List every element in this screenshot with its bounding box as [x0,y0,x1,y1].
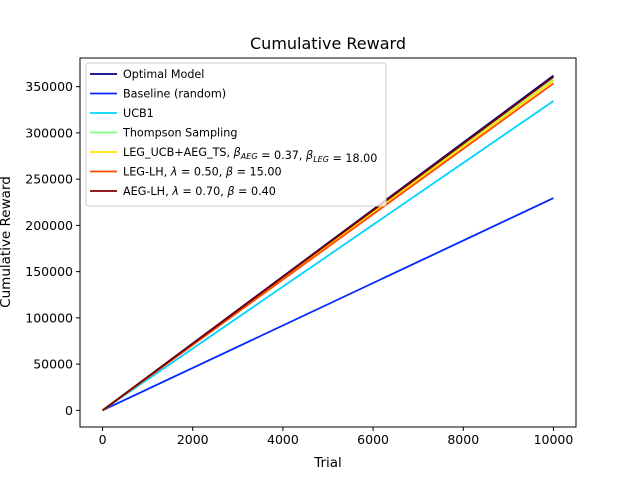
x-tick-label: 6000 [357,432,389,447]
y-axis: 0 50000 100000 150000 200000 250000 300000 3500… [25,79,80,418]
y-tick-label: 100000 [25,310,73,325]
y-tick-label: 50000 [33,357,73,372]
plot-lines [102,74,554,412]
series-line-2 [102,100,554,412]
y-tick-label: 300000 [25,125,73,140]
y-tick-label: 350000 [25,79,73,94]
legend-label-6: AEG-LH, λ = 0.70, β = 0.40 [123,185,276,198]
x-axis: 0 2000 4000 6000 8000 10000 [99,427,574,447]
chart-title: Cumulative Reward [250,34,406,53]
x-tick-label: 4000 [267,432,299,447]
plot-frame [79,57,577,428]
y-tick-label: 200000 [25,218,73,233]
x-tick-label: 10000 [534,432,574,447]
x-tick-label: 8000 [447,432,479,447]
y-axis-title: Cumulative Reward [0,176,14,308]
legend-label-4: LEG_UCB+AEG_TS, βAEG = 0.37, βLEG = 18.0… [123,146,377,165]
series-line-1 [102,197,554,412]
x-tick-label: 0 [99,432,107,447]
legend-label-1: Baseline (random) [123,88,226,101]
y-tick-label: 0 [65,403,73,418]
legend-label-3: Thompson Sampling [122,127,237,140]
y-tick-label: 150000 [25,264,73,279]
series-line-6 [102,76,554,412]
legend-box [85,62,387,207]
x-axis-title: Trial [313,455,342,471]
legend-label-5: LEG-LH, λ = 0.50, β = 15.00 [123,166,282,179]
legend-label-2: UCB1 [123,107,154,120]
legend: Optimal Model Baseline (random) UCB1 Thomps… [85,62,387,207]
legend-label-0: Optimal Model [123,68,204,81]
x-tick-label: 2000 [177,432,209,447]
y-tick-label: 250000 [25,172,73,187]
